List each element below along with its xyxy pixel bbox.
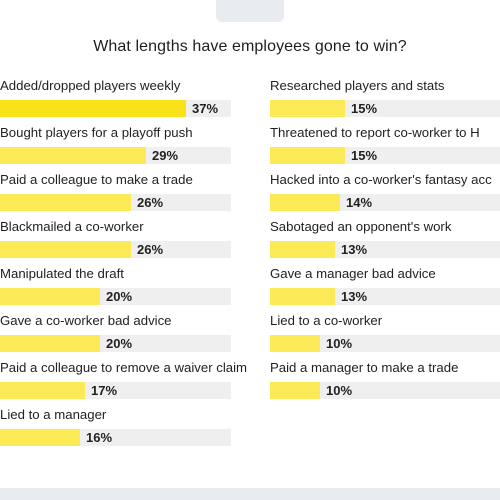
bar-track: 13% [270, 288, 500, 305]
bar-row: Gave a co-worker bad advice 20% [0, 313, 232, 360]
bar [270, 194, 340, 211]
bar-track: 15% [270, 147, 500, 164]
bar-value-label: 16% [86, 430, 113, 445]
bar-category-label: Lied to a co-worker [270, 313, 383, 328]
bar-value-label: 17% [91, 383, 118, 398]
bar-value-label: 15% [351, 148, 378, 163]
bar-value-label: 10% [326, 336, 353, 351]
bar-row: Added/dropped players weekly 37% [0, 78, 232, 125]
bar [0, 241, 131, 258]
bar-row: Threatened to report co-worker to H 15% [270, 125, 500, 172]
bar [270, 147, 345, 164]
bar [270, 288, 335, 305]
bar-category-label: Paid a colleague to remove a waiver clai… [0, 360, 248, 375]
bar [270, 100, 345, 117]
bar-row: Researched players and stats 15% [270, 78, 500, 125]
bar-category-label: Gave a co-worker bad advice [0, 313, 172, 328]
bar-value-label: 37% [192, 101, 219, 116]
bar-value-label: 20% [106, 289, 133, 304]
bar-track: 20% [0, 335, 231, 352]
bar-row: Hacked into a co-worker's fantasy acc 14% [270, 172, 500, 219]
bar-value-label: 29% [152, 148, 179, 163]
bar-row: Paid a colleague to make a trade 26% [0, 172, 232, 219]
bar-track: 14% [270, 194, 500, 211]
bottom-band [0, 488, 500, 500]
bar-value-label: 10% [326, 383, 353, 398]
bar-row: Gave a manager bad advice 13% [270, 266, 500, 313]
bar-row: Blackmailed a co-worker 26% [0, 219, 232, 266]
bar-row: Bought players for a playoff push 29% [0, 125, 232, 172]
bar-category-label: Paid a manager to make a trade [270, 360, 459, 375]
chart-column-left: Added/dropped players weekly 37% Bought pl… [0, 78, 247, 454]
bar-track: 29% [0, 147, 231, 164]
bar [270, 335, 320, 352]
bar-value-label: 20% [106, 336, 133, 351]
top-tab-handle [216, 0, 284, 22]
bar [0, 194, 131, 211]
bar [0, 147, 146, 164]
bar-track: 13% [270, 241, 500, 258]
bar-row: Lied to a co-worker 10% [270, 313, 500, 360]
bar [0, 100, 186, 117]
bar-row: Paid a colleague to remove a waiver clai… [0, 360, 247, 407]
bar-category-label: Lied to a manager [0, 407, 107, 422]
bar-category-label: Blackmailed a co-worker [0, 219, 144, 234]
bar-track: 26% [0, 194, 231, 211]
chart-column-right: Researched players and stats 15% Threatene… [270, 78, 500, 407]
bar [0, 335, 100, 352]
bar-category-label: Threatened to report co-worker to H [270, 125, 480, 140]
bar-track: 37% [0, 100, 231, 117]
bar-category-label: Added/dropped players weekly [0, 78, 181, 93]
bar-category-label: Sabotaged an opponent's work [270, 219, 452, 234]
bar-track: 15% [270, 100, 500, 117]
bar-row: Sabotaged an opponent's work 13% [270, 219, 500, 266]
bar-row: Manipulated the draft 20% [0, 266, 232, 313]
bar-track: 17% [0, 382, 231, 399]
bar [270, 382, 320, 399]
bar-category-label: Manipulated the draft [0, 266, 124, 281]
bar-track: 16% [0, 429, 231, 446]
bar-category-label: Hacked into a co-worker's fantasy acc [270, 172, 492, 187]
bar-track: 10% [270, 335, 500, 352]
bar-category-label: Paid a colleague to make a trade [0, 172, 193, 187]
bar-row: Lied to a manager 16% [0, 407, 232, 454]
bar [0, 288, 100, 305]
bar-track: 10% [270, 382, 500, 399]
bar-value-label: 26% [137, 242, 164, 257]
chart-title: What lengths have employees gone to win? [93, 38, 407, 55]
bar-category-label: Bought players for a playoff push [0, 125, 193, 140]
bar-category-label: Gave a manager bad advice [270, 266, 436, 281]
bar [0, 382, 85, 399]
bar-value-label: 15% [351, 101, 378, 116]
bar-track: 20% [0, 288, 231, 305]
bar-value-label: 14% [346, 195, 373, 210]
bar-value-label: 13% [341, 242, 368, 257]
bar-value-label: 13% [341, 289, 368, 304]
bar [270, 241, 335, 258]
bar [0, 429, 80, 446]
bar-value-label: 26% [137, 195, 164, 210]
bar-row: Paid a manager to make a trade 10% [270, 360, 500, 407]
bar-track: 26% [0, 241, 231, 258]
bar-category-label: Researched players and stats [270, 78, 445, 93]
